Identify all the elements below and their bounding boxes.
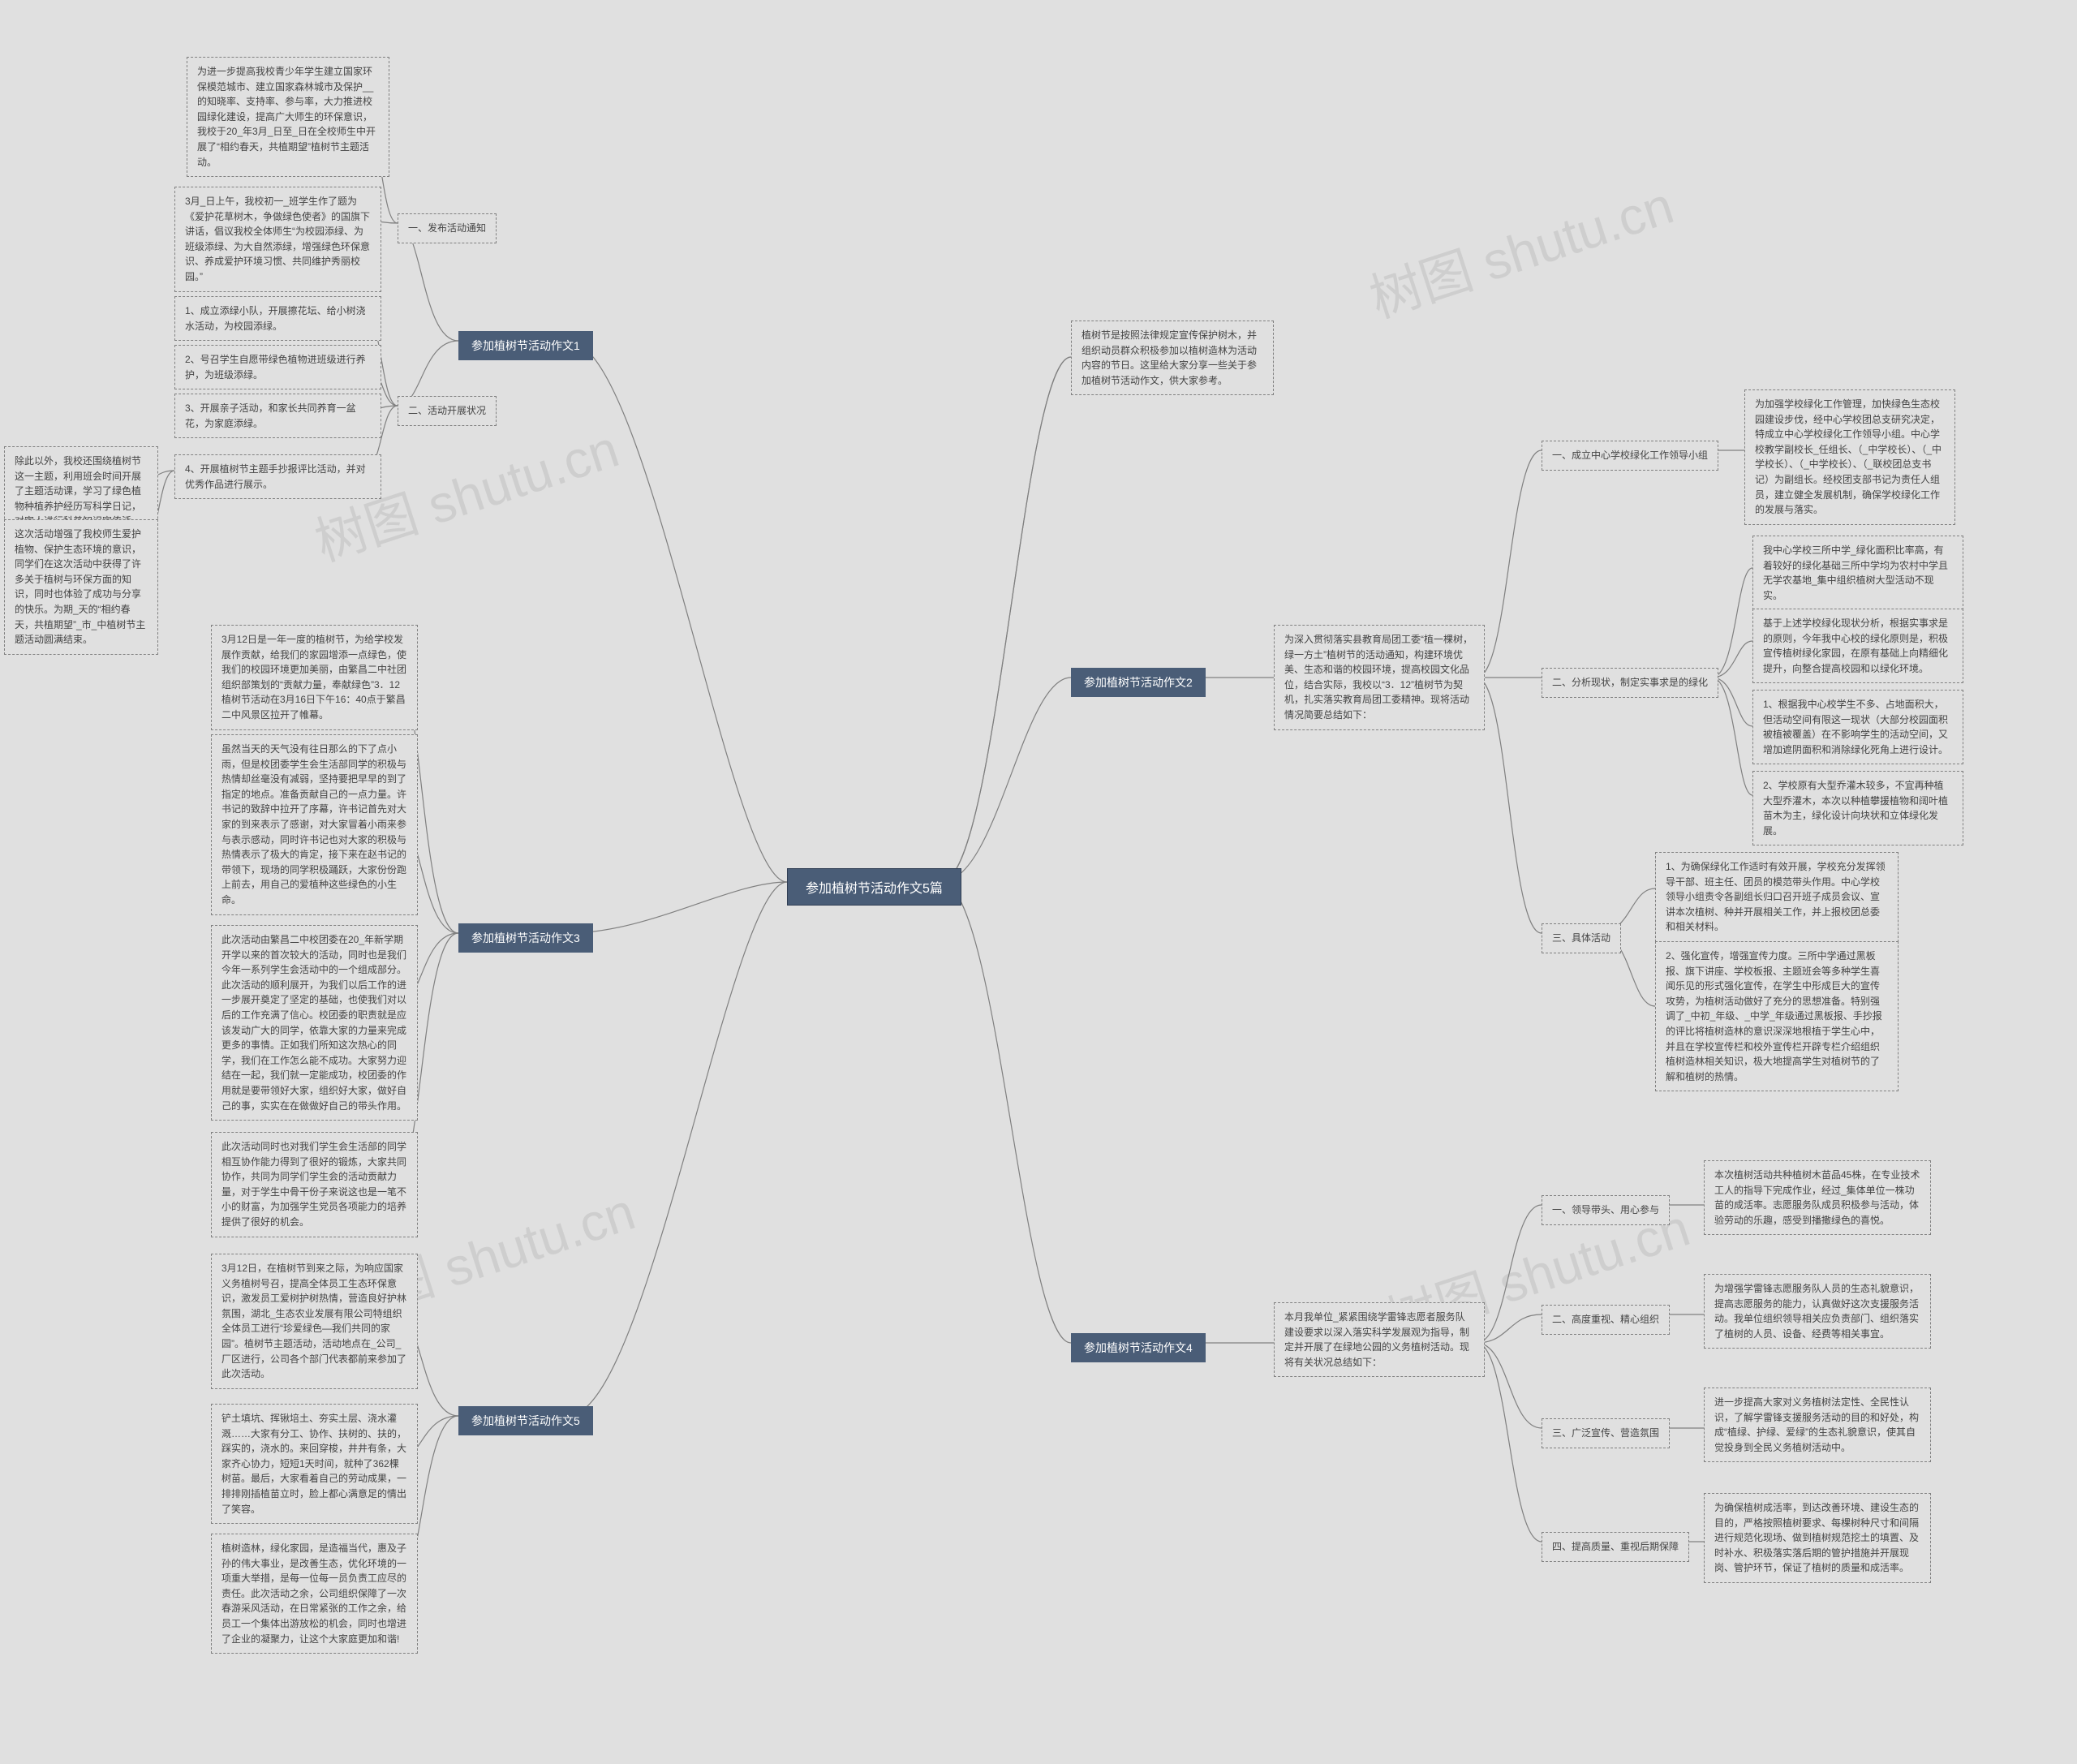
- b1-s2-c4: 4、开展植树节主题手抄报评比活动，并对优秀作品进行展示。: [174, 454, 381, 499]
- branch-3[interactable]: 参加植树节活动作文3: [458, 923, 593, 953]
- b4-s2-t: 为增强学雷锋志愿服务队人员的生态礼貌意识，提高志愿服务的能力，认真做好这次支援服…: [1704, 1274, 1931, 1349]
- b4-s1-t: 本次植树活动共种植树木苗品45株，在专业技术工人的指导下完成作业，经过_集体单位…: [1704, 1160, 1931, 1235]
- b3-t2: 虽然当天的天气没有往日那么的下了点小雨，但是校团委学生会生活部同学的积极与热情却…: [211, 734, 418, 915]
- b1-s2-c2: 2、号召学生自愿带绿色植物进班级进行养护，为班级添绿。: [174, 345, 381, 389]
- b4-s4: 四、提高质量、重视后期保障: [1542, 1532, 1689, 1562]
- b4-s1: 一、领导带头、用心参与: [1542, 1195, 1670, 1225]
- b4-s3: 三、广泛宣传、营造氛围: [1542, 1418, 1670, 1448]
- b4-s3-t: 进一步提高大家对义务植树法定性、全民性认识，了解学雷锋支援服务活动的目的和好处，…: [1704, 1388, 1931, 1462]
- branch-1[interactable]: 参加植树节活动作文1: [458, 331, 593, 360]
- b5-t2: 铲土填坑、挥锹培土、夯实土层、浇水灌溉……大家有分工、协作、扶树的、扶的，踩实的…: [211, 1404, 418, 1524]
- b4-s4-t: 为确保植树成活率，到达改善环境、建设生态的目的，严格按照植树要求、每棵树种尺寸和…: [1704, 1493, 1931, 1583]
- b1-s1-t: 为进一步提高我校青少年学生建立国家环保模范城市、建立国家森林城市及保护__的知晓…: [187, 57, 389, 177]
- center-node: 参加植树节活动作文5篇: [787, 868, 961, 906]
- b4-s2: 二、高度重视、精心组织: [1542, 1305, 1670, 1335]
- b2-s3: 三、具体活动: [1542, 923, 1621, 953]
- b1-s2: 二、活动开展状况: [398, 396, 497, 426]
- b3-t4: 此次活动同时也对我们学生会生活部的同学相互协作能力得到了很好的锻炼，大家共同协作…: [211, 1132, 418, 1237]
- b2-intro: 为深入贯彻落实县教育局团工委“植一棵树，绿一方土”植树节的活动通知，构建环境优美…: [1274, 625, 1485, 730]
- b2-s2-t2: 基于上述学校绿化现状分析，根据实事求是的原则，今年我中心校的绿化原则是，积极宣传…: [1752, 609, 1963, 683]
- b2-s3-t2: 2、强化宣传，增强宣传力度。三所中学通过黑板报、旗下讲座、学校板报、主题班会等多…: [1655, 941, 1899, 1091]
- b2-s1: 一、成立中心学校绿化工作领导小组: [1542, 441, 1718, 471]
- b1-s2-c3: 3、开展亲子活动，和家长共同养育一盆花，为家庭添绿。: [174, 394, 381, 438]
- b2-s2-t1: 我中心学校三所中学_绿化面积比率高，有着较好的绿化基础三所中学均为农村中学且无学…: [1752, 536, 1963, 610]
- b2-s2-t4: 2、学校原有大型乔灌木较多，不宜再种植大型乔灌木，本次以种植攀援植物和阔叶植苗木…: [1752, 771, 1963, 845]
- b5-t3: 植树造林，绿化家园，是造福当代，惠及子孙的伟大事业，是改善生态，优化环境的一项重…: [211, 1534, 418, 1654]
- intro-box: 植树节是按照法律规定宣传保护树木，并组织动员群众积极参加以植树造林为活动内容的节…: [1071, 321, 1274, 395]
- b1-s2-c1: 1、成立添绿小队，开展擦花坛、给小树浇水活动，为校园添绿。: [174, 296, 381, 341]
- b2-s3-t1: 1、为确保绿化工作适时有效开展，学校充分发挥领导干部、班主任、团员的模范带头作用…: [1655, 852, 1899, 942]
- b2-s1-t: 为加强学校绿化工作管理，加快绿色生态校园建设步伐，经中心学校团总支研究决定，特成…: [1744, 389, 1955, 525]
- branch-5[interactable]: 参加植树节活动作文5: [458, 1406, 593, 1435]
- b3-t3: 此次活动由繁昌二中校团委在20_年新学期开学以来的首次较大的活动，同时也是我们今…: [211, 925, 418, 1121]
- b1-ext2: 这次活动增强了我校师生爱护植物、保护生态环境的意识，同学们在这次活动中获得了许多…: [4, 519, 158, 655]
- branch-2[interactable]: 参加植树节活动作文2: [1071, 668, 1206, 697]
- b5-t1: 3月12日，在植树节到来之际，为响应国家义务植树号召，提高全体员工生态环保意识，…: [211, 1254, 418, 1389]
- b2-s2: 二、分析现状，制定实事求是的绿化: [1542, 668, 1718, 698]
- b3-t1: 3月12日是一年一度的植树节，为给学校发展作贡献，给我们的家园增添一点绿色，使我…: [211, 625, 418, 730]
- b2-s2-t3: 1、根据我中心校学生不多、占地面积大，但活动空间有限这一现状（大部分校园面积被植…: [1752, 690, 1963, 764]
- b1-c1: 3月_日上午，我校初一_班学生作了题为《爱护花草树木，争做绿色使者》的国旗下讲话…: [174, 187, 381, 292]
- watermark: 树图 shutu.cn: [1359, 164, 1681, 332]
- b4-intro: 本月我单位_紧紧围绕学雷锋志愿者服务队建设要求以深入落实科学发展观为指导，制定并…: [1274, 1302, 1485, 1377]
- branch-4[interactable]: 参加植树节活动作文4: [1071, 1333, 1206, 1362]
- b1-s1: 一、发布活动通知: [398, 213, 497, 243]
